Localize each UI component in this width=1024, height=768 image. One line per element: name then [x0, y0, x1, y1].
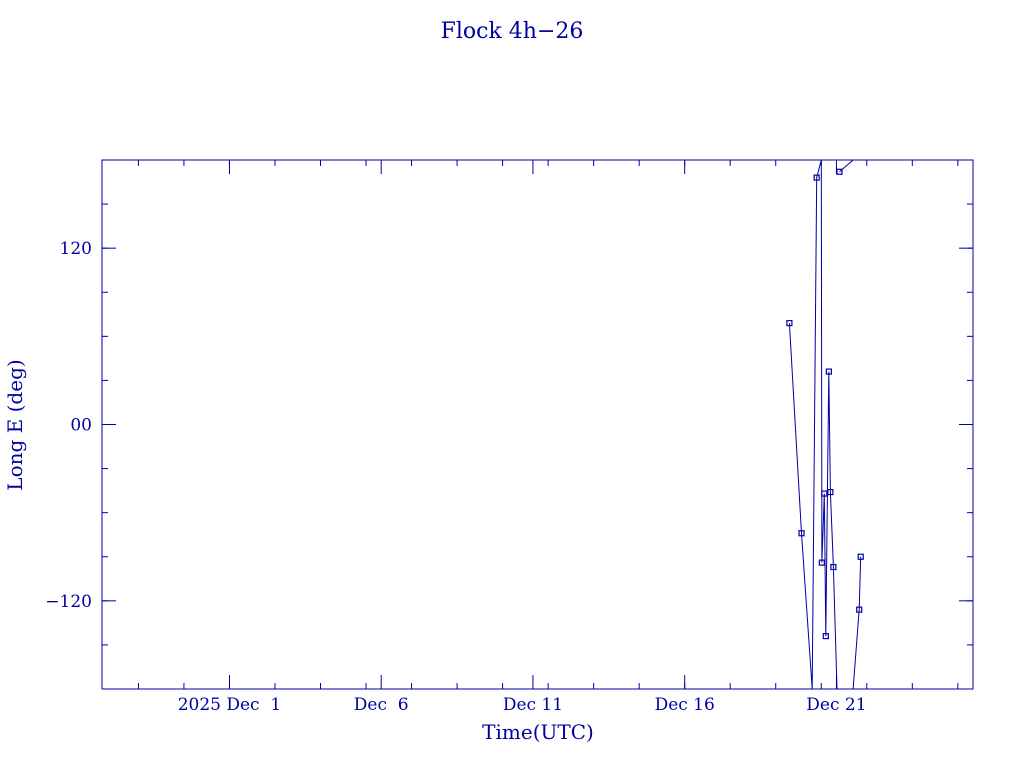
data-point	[822, 632, 829, 640]
y-axis-label: Long E (deg)	[3, 359, 27, 490]
series-line	[852, 556, 862, 689]
x-tick-label: Dec 6	[354, 695, 409, 715]
x-axis-label: Time(UTC)	[482, 720, 594, 744]
y-tick-label: 120	[60, 239, 92, 259]
data-point	[798, 530, 805, 537]
y-axis-tick-labels: 120 00 −120	[45, 239, 92, 612]
y-tick-label: −120	[45, 592, 92, 612]
data-point	[856, 606, 863, 613]
plot-frame	[101, 159, 974, 690]
data-point	[827, 488, 834, 496]
y-axis-ticks	[102, 203, 973, 646]
x-tick-label: Dec 21	[806, 695, 866, 715]
data-point	[857, 553, 864, 560]
data-point	[818, 559, 825, 566]
data-point	[786, 320, 793, 327]
data-point	[821, 490, 828, 497]
chart-title: Flock 4h−26	[441, 19, 584, 44]
x-tick-label: 2025 Dec 1	[178, 695, 282, 715]
x-axis-tick-labels: 2025 Dec 1 Dec 6 Dec 11 Dec 16 Dec 21	[178, 695, 867, 715]
x-tick-label: Dec 11	[503, 695, 563, 715]
series-line	[820, 160, 838, 689]
data-point	[830, 563, 837, 571]
series-line	[788, 160, 822, 689]
data-point	[825, 368, 832, 375]
series-layer	[786, 160, 864, 689]
y-tick-label: 00	[70, 416, 92, 436]
data-point	[836, 168, 843, 175]
data-point	[813, 174, 820, 181]
x-tick-label: Dec 16	[655, 695, 715, 715]
